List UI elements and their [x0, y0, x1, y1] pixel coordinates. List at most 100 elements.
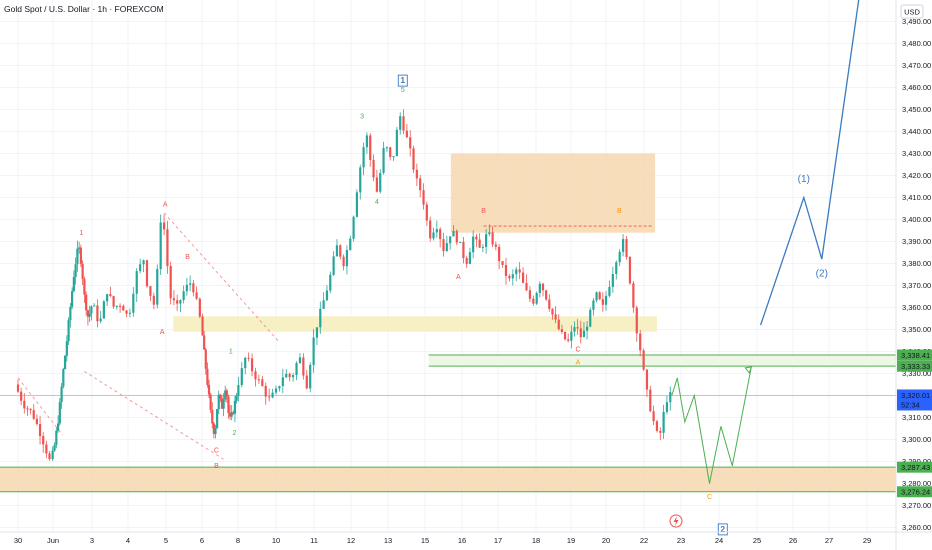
- price-tick-label: 3,450.00: [902, 105, 931, 114]
- currency-badge[interactable]: [900, 4, 924, 19]
- candle-134: [389, 146, 392, 161]
- candle-55: [163, 214, 166, 236]
- candles: [16, 109, 672, 462]
- current-price-label: 3,320.01: [901, 391, 930, 400]
- candle-71: [207, 379, 211, 398]
- candle-100: [274, 385, 278, 395]
- candle-2: [23, 393, 26, 414]
- candle-65: [195, 286, 198, 301]
- candle-179: [538, 281, 541, 298]
- candle-96: [261, 375, 264, 387]
- time-axis[interactable]: 30 Jun 3 4 5 6 8 10 11 12 13 15 16 17 18 19 20 22 23 24 25 26…: [0, 531, 932, 545]
- candle-143: [419, 175, 422, 198]
- time-tick-label: 27: [825, 536, 833, 545]
- candle-20: [67, 317, 70, 346]
- time-tick-label: 16: [458, 536, 466, 545]
- price-tick-label: 3,430.00: [902, 149, 931, 158]
- candle-162: [481, 244, 484, 253]
- candle-69: [204, 347, 207, 375]
- candle-132: [382, 141, 385, 175]
- candle-173: [518, 262, 521, 280]
- candle-68: [203, 330, 206, 350]
- candle-184: [554, 306, 557, 324]
- candle-137: [399, 112, 402, 135]
- time-tick-labels: 30 Jun 3 4 5 6 8 10 11 12 13 15 16 17 18 19 20 22 23 24 25 26…: [14, 536, 871, 545]
- level-marker-0-bg: [897, 349, 932, 361]
- candle-138: [402, 109, 405, 135]
- wave-major-1-label-box: [397, 74, 408, 87]
- candle-63: [189, 275, 192, 292]
- candle-142: [415, 163, 418, 187]
- time-tick-label: 10: [272, 536, 280, 545]
- candle-156: [462, 236, 465, 264]
- structure-lines: [17, 212, 654, 460]
- wave-label: C: [575, 347, 580, 354]
- candle-84: [228, 404, 232, 421]
- candle-116: [329, 271, 332, 294]
- candle-186: [560, 324, 563, 335]
- candle-9: [45, 440, 48, 459]
- candle-12: [53, 442, 56, 452]
- candle-25: [76, 240, 79, 272]
- candle-115: [325, 285, 329, 301]
- channel-line-upper: [163, 212, 281, 343]
- wave-label: C: [214, 448, 219, 455]
- candle-4: [29, 408, 32, 415]
- candle-210: [639, 329, 642, 357]
- candle-165: [491, 226, 494, 248]
- price-tick-label: 3,280.00: [902, 479, 931, 488]
- candle-155: [459, 241, 462, 243]
- candle-49: [142, 259, 145, 273]
- candle-200: [604, 291, 608, 311]
- candle-111: [312, 329, 315, 373]
- projection-arrowhead: [744, 366, 753, 374]
- candle-201: [608, 280, 611, 298]
- candle-36: [99, 310, 102, 324]
- candle-79: [220, 394, 224, 409]
- candle-59: [176, 294, 179, 311]
- candle-123: [352, 215, 355, 242]
- candle-21: [69, 303, 72, 328]
- candle-140: [409, 130, 412, 157]
- candle-73: [211, 402, 214, 429]
- candle-146: [429, 216, 432, 242]
- candle-29: [83, 276, 86, 304]
- candle-89: [237, 376, 240, 402]
- wave-label: 4: [375, 199, 379, 206]
- candle-97: [264, 382, 267, 405]
- time-tick-label: 23: [677, 536, 685, 545]
- candle-198: [598, 291, 601, 301]
- candle-168: [501, 261, 504, 268]
- candle-110: [309, 362, 312, 393]
- demand-zone: [0, 467, 896, 492]
- candle-157: [465, 255, 468, 269]
- time-tick-label: 5: [164, 536, 168, 545]
- wave-label: 2: [232, 430, 236, 437]
- flash-icon[interactable]: [669, 514, 683, 528]
- candle-16: [60, 383, 63, 409]
- time-tick-label: 6: [200, 536, 204, 545]
- price-tick-label: 3,390.00: [902, 237, 931, 246]
- candle-62: [185, 277, 188, 296]
- candle-13: [55, 427, 58, 449]
- candle-189: [570, 325, 573, 349]
- candle-72: [209, 392, 212, 413]
- zones: [0, 153, 896, 493]
- candle-172: [515, 266, 518, 282]
- candle-23: [72, 270, 75, 293]
- candle-126: [362, 142, 365, 176]
- candle-1: [20, 387, 23, 406]
- candle-26: [78, 241, 81, 254]
- price-axis[interactable]: USD 3,490.00 3,480.00 3,470.00 3,460.00 3,45…: [895, 0, 932, 550]
- channel-line-left: [17, 377, 64, 436]
- candle-213: [649, 385, 652, 413]
- candle-161: [478, 233, 481, 248]
- candle-211: [642, 348, 645, 371]
- candle-199: [601, 292, 604, 312]
- candle-194: [586, 321, 589, 340]
- time-tick-label: 26: [789, 536, 797, 545]
- level-marker-0: 3,338.41: [901, 351, 930, 360]
- candle-42: [118, 303, 122, 313]
- time-tick-label: 15: [421, 536, 429, 545]
